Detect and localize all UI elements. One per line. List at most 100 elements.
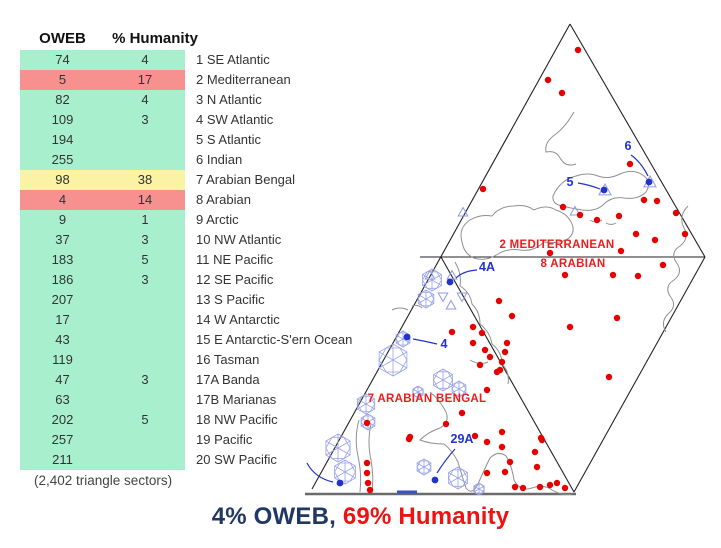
cluster-diagonal <box>451 384 467 394</box>
humanity-value <box>105 430 185 450</box>
red-dot <box>479 185 487 193</box>
oweb-value: 183 <box>51 252 74 267</box>
region-label: 10 NW Atlantic <box>196 232 282 247</box>
region-label: 17A Banda <box>196 372 260 387</box>
callout-leader-line <box>455 269 478 279</box>
cluster-inner-hexagon <box>433 371 453 389</box>
row-band: 98 38 <box>20 170 185 190</box>
red-dot <box>501 468 509 476</box>
triangle-sector-cluster <box>412 385 424 399</box>
cluster-diagonal <box>412 388 424 396</box>
red-dot <box>506 458 514 466</box>
red-dot <box>363 469 371 477</box>
row-band: 183 5 <box>20 250 185 270</box>
region-label: 3 N Atlantic <box>196 92 262 107</box>
oweb-value: 4 <box>58 192 67 207</box>
oweb-value: 119 <box>52 352 73 367</box>
red-dot <box>559 203 567 211</box>
red-dot <box>536 483 544 491</box>
red-dot <box>593 216 601 224</box>
red-dot <box>519 484 527 492</box>
row-band: 194 <box>20 130 185 150</box>
table-footnote: (2,402 triangle sectors) <box>34 473 173 488</box>
open-triangle-marker <box>424 269 436 280</box>
humanity-value: 14 <box>137 192 153 207</box>
table-header: OWEB % Humanity <box>20 28 352 50</box>
table-row: 183 5 11 NE Pacific <box>20 250 352 270</box>
inner-right-divider <box>573 256 706 493</box>
oweb-value: 47 <box>55 372 70 387</box>
oweb-value: 207 <box>51 292 74 307</box>
red-dot <box>405 435 413 443</box>
red-dot <box>553 479 561 487</box>
cluster-diagonal <box>416 462 432 472</box>
oweb-value: 98 <box>55 172 70 187</box>
table-row: 119 16 Tasman <box>20 350 352 370</box>
oweb-value: 17 <box>55 312 70 327</box>
callout-target-dot <box>336 479 344 487</box>
red-dot <box>609 271 617 279</box>
region-label: 6 Indian <box>196 152 243 167</box>
region-label: 1 SE Atlantic <box>196 52 270 67</box>
row-band: 43 <box>20 330 185 350</box>
cluster-diagonal <box>473 485 485 493</box>
red-dot <box>469 323 477 331</box>
callout-leader-line <box>577 182 601 190</box>
triangle-sector-cluster <box>356 393 376 415</box>
red-dot <box>486 353 494 361</box>
callout-label: 29A <box>451 432 474 446</box>
red-dot <box>574 46 582 54</box>
red-dot <box>458 409 466 417</box>
triangle-sector-cluster <box>451 380 467 398</box>
row-band: 17 <box>20 310 185 330</box>
red-dot <box>511 483 519 491</box>
region-label: 12 SE Pacific <box>196 272 274 287</box>
humanity-value <box>105 330 185 350</box>
red-dot <box>483 386 491 394</box>
cluster-diagonal <box>418 294 434 304</box>
oweb-value: 211 <box>52 452 73 467</box>
oweb-value: 5 <box>58 72 67 87</box>
table-body: 74 4 1 SE Atlantic 5 17 2 Mediterranean 82 4 3 N… <box>20 50 352 470</box>
red-dot <box>544 76 552 84</box>
coastlines <box>355 111 689 495</box>
region-label: 16 Tasman <box>196 352 260 367</box>
cluster-inner-hexagon <box>395 332 411 346</box>
table-row: 4 14 8 Arabian <box>20 190 352 210</box>
cluster-inner-hexagon <box>416 460 432 474</box>
red-dot <box>481 346 489 354</box>
table-row: 82 4 3 N Atlantic <box>20 90 352 110</box>
callout-target-dot <box>645 178 653 186</box>
region-label: 8 Arabian <box>196 192 251 207</box>
region-label: 7 Arabian Bengal <box>196 172 296 187</box>
oweb-value: 82 <box>55 92 70 107</box>
triangle-right-edge <box>569 23 706 258</box>
row-band: 109 3 <box>20 110 185 130</box>
oweb-value: 43 <box>55 332 70 347</box>
summary-caption: 4% OWEB, 69% Humanity <box>0 503 721 531</box>
cluster-diagonal <box>448 472 468 484</box>
callout-leader-line <box>436 448 456 474</box>
red-dot <box>634 272 642 280</box>
region-label-text: 2 MEDITERRANEAN <box>499 239 614 251</box>
cluster-inner-hexagon <box>473 484 485 494</box>
region-labels-layer: 2 MEDITERRANEAN 8 ARABIAN 7 ARABIAN BENGAL <box>368 239 615 405</box>
red-dot <box>496 366 504 374</box>
red-dot <box>561 484 569 492</box>
triangle-frame <box>305 23 706 496</box>
red-dot <box>501 348 509 356</box>
row-band: 255 <box>20 150 185 170</box>
callout-label: 5 <box>567 175 574 189</box>
callout-leader-line <box>630 154 649 177</box>
oweb-value: 63 <box>55 392 70 407</box>
oweb-value: 202 <box>51 412 74 427</box>
humanity-value <box>105 130 185 150</box>
open-triangle-marker <box>437 292 449 303</box>
cluster-diagonal <box>422 274 442 286</box>
red-dot <box>442 420 450 428</box>
humanity-value <box>105 290 185 310</box>
table-row: 37 3 10 NW Atlantic <box>20 230 352 250</box>
region-label: 2 Mediterranean <box>196 72 291 87</box>
